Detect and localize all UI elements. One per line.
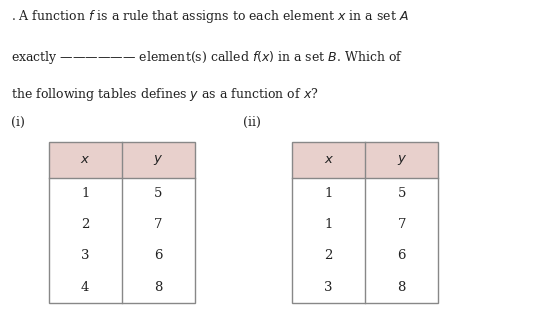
Text: . A function $f$ is a rule that assigns to each element $x$ in a set $A$: . A function $f$ is a rule that assigns …: [11, 8, 408, 25]
Text: 6: 6: [154, 250, 162, 262]
Text: 6: 6: [398, 250, 406, 262]
Text: 4: 4: [81, 281, 89, 294]
Bar: [292, 142, 438, 303]
Text: 3: 3: [325, 281, 333, 294]
Text: 5: 5: [154, 187, 162, 200]
Text: (i): (i): [11, 116, 25, 129]
Bar: [49, 142, 195, 178]
Bar: [49, 142, 195, 303]
Bar: [292, 178, 438, 303]
Text: 1: 1: [325, 187, 333, 200]
Bar: [49, 178, 195, 303]
Text: (ii): (ii): [243, 116, 261, 129]
Bar: [292, 142, 438, 178]
Text: 3: 3: [81, 250, 89, 262]
Text: 1: 1: [325, 218, 333, 231]
Text: 2: 2: [325, 250, 333, 262]
Text: 8: 8: [154, 281, 162, 294]
Text: 7: 7: [398, 218, 406, 231]
Text: 2: 2: [81, 218, 89, 231]
Text: 7: 7: [154, 218, 162, 231]
Text: $y$: $y$: [397, 153, 407, 167]
Text: exactly —————— element(s) called $f(x)$ in a set $B$. Which of: exactly —————— element(s) called $f(x)$ …: [11, 49, 403, 66]
Text: 5: 5: [398, 187, 406, 200]
Text: $x$: $x$: [324, 153, 334, 166]
Text: $x$: $x$: [80, 153, 90, 166]
Text: the following tables defines $y$ as a function of $x$?: the following tables defines $y$ as a fu…: [11, 86, 319, 103]
Text: $y$: $y$: [153, 153, 163, 167]
Text: 8: 8: [398, 281, 406, 294]
Text: 1: 1: [81, 187, 89, 200]
